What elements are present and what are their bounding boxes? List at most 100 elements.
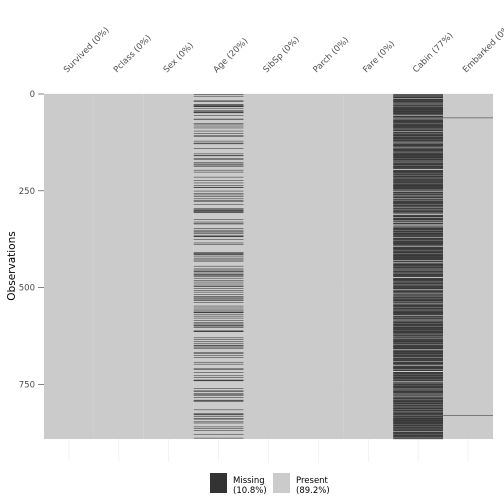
missing-cell bbox=[393, 195, 444, 196]
missing-cell bbox=[393, 135, 444, 136]
missing-cell bbox=[393, 248, 444, 250]
missing-cell bbox=[393, 187, 444, 189]
missing-cell bbox=[193, 106, 244, 107]
missing-cell bbox=[393, 167, 444, 169]
missing-cell bbox=[393, 109, 444, 111]
missing-cell bbox=[193, 94, 244, 95]
missing-cell bbox=[393, 231, 444, 232]
missing-cell bbox=[393, 274, 444, 276]
missing-cell bbox=[393, 198, 444, 200]
missing-cell bbox=[393, 196, 444, 197]
missing-cell bbox=[393, 183, 444, 185]
column-label: Pclass (0%) bbox=[112, 33, 154, 75]
missing-cell bbox=[393, 408, 444, 409]
missing-cell bbox=[393, 156, 444, 157]
missing-cell bbox=[393, 393, 444, 395]
missing-cell bbox=[393, 389, 444, 391]
missing-cell bbox=[193, 260, 244, 262]
missing-cell bbox=[393, 181, 444, 183]
missing-cell bbox=[393, 344, 444, 345]
missing-cell bbox=[393, 155, 444, 157]
missing-cell bbox=[193, 212, 244, 214]
missing-cell bbox=[193, 118, 244, 120]
missing-cell bbox=[393, 256, 444, 257]
missing-cell bbox=[393, 419, 444, 421]
missing-cell bbox=[393, 408, 444, 409]
missing-cell bbox=[393, 372, 444, 374]
missing-cell bbox=[193, 135, 244, 136]
missing-cell bbox=[193, 322, 244, 323]
missing-cell bbox=[393, 436, 444, 438]
missing-cell bbox=[393, 334, 444, 335]
missing-cell bbox=[393, 395, 444, 396]
missing-cell bbox=[393, 174, 444, 175]
missing-cell bbox=[193, 236, 244, 238]
missing-cell bbox=[393, 404, 444, 405]
missing-cell bbox=[393, 394, 444, 396]
missing-cell bbox=[393, 311, 444, 313]
legend-label: Present bbox=[296, 476, 329, 486]
missing-cell bbox=[393, 283, 444, 284]
missing-cell bbox=[393, 373, 444, 375]
missing-cell bbox=[393, 411, 444, 413]
missing-cell bbox=[193, 418, 244, 419]
missing-cell bbox=[393, 278, 444, 280]
missing-cell bbox=[393, 174, 444, 176]
missing-cell bbox=[393, 262, 444, 264]
column-label: Parch (0%) bbox=[311, 35, 351, 75]
missing-cell bbox=[393, 159, 444, 160]
missing-cell bbox=[393, 359, 444, 360]
missing-cell bbox=[393, 349, 444, 351]
missing-cell bbox=[393, 396, 444, 397]
missing-cell bbox=[393, 210, 444, 211]
missing-cell bbox=[393, 216, 444, 218]
missing-cell bbox=[393, 266, 444, 268]
missing-cell bbox=[193, 283, 244, 285]
missing-cell bbox=[393, 179, 444, 180]
missing-cell bbox=[393, 177, 444, 179]
missing-cell bbox=[393, 354, 444, 355]
legend-label: Missing bbox=[233, 476, 265, 486]
missing-cell bbox=[393, 281, 444, 283]
missing-cell bbox=[393, 154, 444, 155]
missing-cell bbox=[393, 155, 444, 156]
missing-cell bbox=[393, 111, 444, 112]
column-label: Embarked (0%) bbox=[461, 22, 504, 76]
missing-cell bbox=[393, 138, 444, 140]
missing-cell bbox=[393, 313, 444, 314]
missing-cell bbox=[193, 302, 244, 303]
missing-cell bbox=[393, 265, 444, 267]
missing-cell bbox=[393, 202, 444, 203]
missing-cell bbox=[193, 190, 244, 192]
missing-cell bbox=[193, 223, 244, 225]
missing-cell bbox=[393, 193, 444, 195]
missing-cell bbox=[393, 150, 444, 151]
missing-cell bbox=[393, 339, 444, 340]
missing-cell bbox=[393, 133, 444, 135]
missing-cell bbox=[393, 346, 444, 348]
missing-cell bbox=[393, 341, 444, 343]
missing-cell bbox=[393, 278, 444, 279]
missing-cell bbox=[193, 273, 244, 275]
missing-cell bbox=[393, 172, 444, 174]
missing-cell bbox=[393, 251, 444, 253]
missing-cell bbox=[393, 128, 444, 130]
missing-cell bbox=[193, 182, 244, 184]
missing-cell bbox=[193, 133, 244, 134]
missing-cell bbox=[393, 157, 444, 158]
missing-cell bbox=[193, 317, 244, 319]
missing-cell bbox=[393, 287, 444, 288]
missing-cell bbox=[393, 310, 444, 311]
missing-cell bbox=[393, 307, 444, 309]
missing-cell bbox=[393, 325, 444, 327]
missing-cell bbox=[193, 110, 244, 111]
missing-cell bbox=[393, 422, 444, 423]
missing-cell bbox=[393, 211, 444, 212]
missing-cell bbox=[193, 100, 244, 102]
missing-cell bbox=[393, 104, 444, 106]
missing-cell bbox=[393, 238, 444, 239]
missing-cell bbox=[393, 264, 444, 266]
missing-cell bbox=[193, 327, 244, 328]
missing-cell bbox=[393, 385, 444, 387]
missing-cell bbox=[393, 367, 444, 369]
